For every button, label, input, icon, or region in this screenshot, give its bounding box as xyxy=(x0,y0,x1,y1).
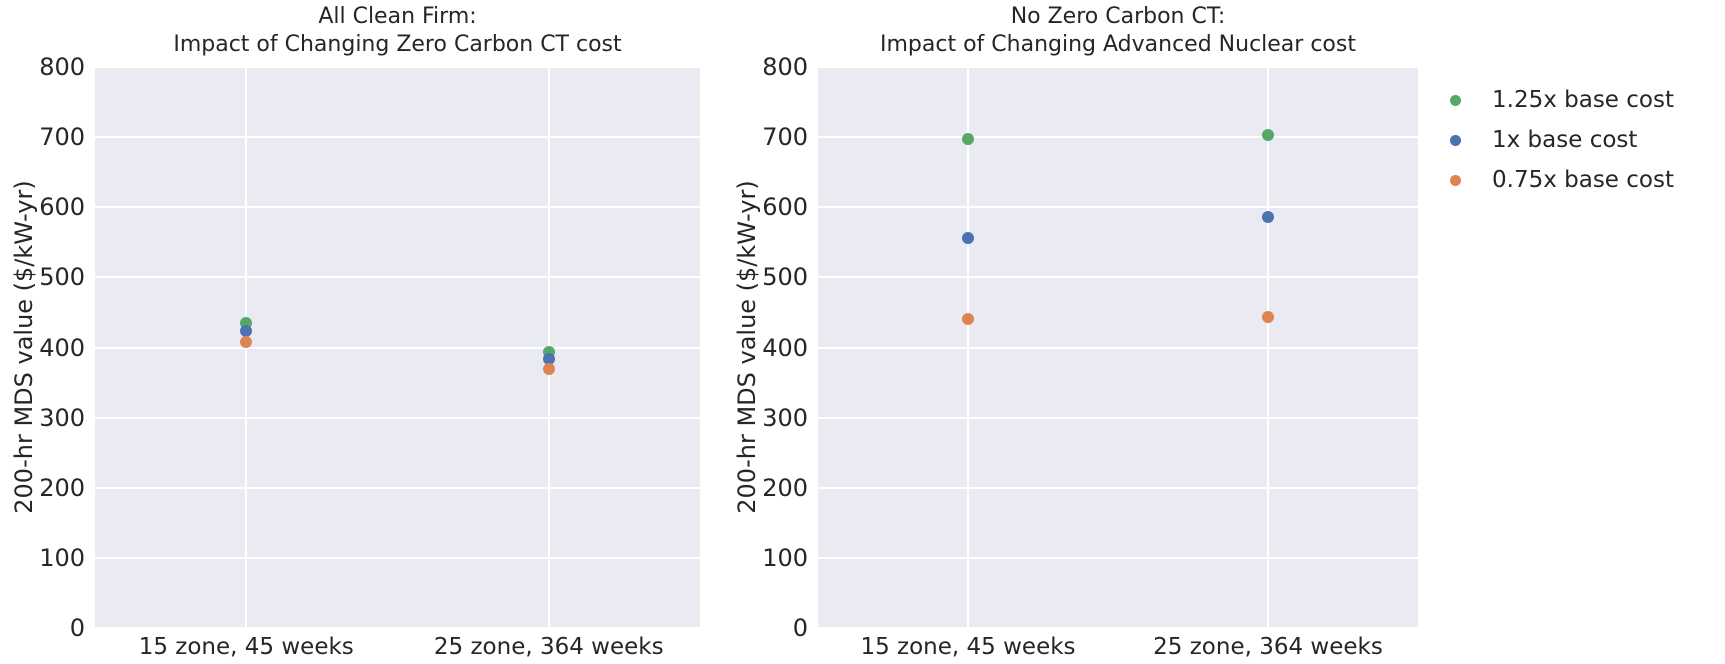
y-tick-label: 600 xyxy=(762,193,808,222)
chart-title: No Zero Carbon CT: Impact of Changing Adv… xyxy=(818,3,1418,59)
gridline-x xyxy=(967,67,969,628)
y-tick-label: 600 xyxy=(39,193,85,222)
subplot-no-zero-carbon-ct: No Zero Carbon CT: Impact of Changing Adv… xyxy=(700,0,1425,664)
legend-label: 1x base cost xyxy=(1492,127,1638,153)
data-point xyxy=(1262,311,1274,324)
gridline-y xyxy=(818,136,1418,139)
legend-marker-dot xyxy=(1450,134,1461,146)
data-point xyxy=(240,325,253,338)
y-tick-label: 100 xyxy=(762,543,808,572)
data-point xyxy=(240,335,253,348)
x-tick-label: 25 zone, 364 weeks xyxy=(433,634,664,660)
data-point xyxy=(1262,129,1274,142)
gridline-y xyxy=(818,67,1418,68)
data-point xyxy=(962,313,974,326)
gridline-y xyxy=(95,276,700,279)
y-tick-label: 300 xyxy=(39,403,85,432)
legend-label: 0.75x base cost xyxy=(1492,167,1674,193)
data-point xyxy=(542,353,555,366)
legend-item: 0.75x base cost xyxy=(1450,160,1674,200)
y-tick-label: 300 xyxy=(762,403,808,432)
gridline-y xyxy=(95,416,700,419)
chart-title-line2: Impact of Changing Advanced Nuclear cost xyxy=(880,32,1356,57)
gridline-y xyxy=(818,276,1418,279)
x-tick-label: 15 zone, 45 weeks xyxy=(138,634,354,660)
chart-title: All Clean Firm: Impact of Changing Zero C… xyxy=(95,3,700,59)
y-tick-label: 200 xyxy=(762,473,808,502)
gridline-y xyxy=(95,627,700,628)
data-point xyxy=(542,362,555,375)
legend-item: 1.25x base cost xyxy=(1450,80,1674,120)
y-tick-label: 700 xyxy=(39,123,85,152)
legend-marker-dot xyxy=(1450,94,1461,106)
gridline-y xyxy=(95,486,700,489)
gridline-y xyxy=(818,486,1418,489)
y-tick-label: 0 xyxy=(792,614,808,642)
chart-title-line1: All Clean Firm: xyxy=(318,4,477,29)
y-tick-label: 500 xyxy=(762,263,808,292)
gridline-y xyxy=(95,136,700,139)
plot-area xyxy=(95,67,700,628)
gridline-y xyxy=(95,346,700,349)
legend-item: 1x base cost xyxy=(1450,120,1674,160)
y-tick-label: 100 xyxy=(39,543,85,572)
y-tick-label: 200 xyxy=(39,473,85,502)
y-tick-label: 400 xyxy=(39,333,85,362)
legend-marker-dot xyxy=(1450,174,1461,186)
y-tick-label: 800 xyxy=(39,53,85,81)
gridline-y xyxy=(818,206,1418,209)
y-tick-label: 800 xyxy=(762,53,808,81)
y-tick-label: 0 xyxy=(69,614,85,642)
x-tick-label: 15 zone, 45 weeks xyxy=(860,634,1076,660)
y-tick-label: 500 xyxy=(39,263,85,292)
data-point xyxy=(1262,211,1274,224)
chart-title-line1: No Zero Carbon CT: xyxy=(1010,4,1226,29)
gridline-y xyxy=(95,67,700,68)
y-tick-label: 400 xyxy=(762,333,808,362)
y-tick-label: 700 xyxy=(762,123,808,152)
x-tick-label: 25 zone, 364 weeks xyxy=(1153,634,1383,660)
data-point xyxy=(962,132,974,145)
gridline-y xyxy=(95,556,700,559)
plot-area xyxy=(818,67,1418,628)
chart-title-line2: Impact of Changing Zero Carbon CT cost xyxy=(173,32,622,57)
gridline-y xyxy=(95,206,700,209)
gridline-y xyxy=(818,346,1418,349)
gridline-y xyxy=(818,627,1418,628)
gridline-y xyxy=(818,556,1418,559)
legend-label: 1.25x base cost xyxy=(1492,87,1674,113)
gridline-y xyxy=(818,416,1418,419)
gridline-x xyxy=(1267,67,1269,628)
data-point xyxy=(962,232,974,245)
legend: 1.25x base cost 1x base cost 0.75x base … xyxy=(1450,80,1674,200)
subplot-all-clean-firm: All Clean Firm: Impact of Changing Zero C… xyxy=(0,0,700,664)
